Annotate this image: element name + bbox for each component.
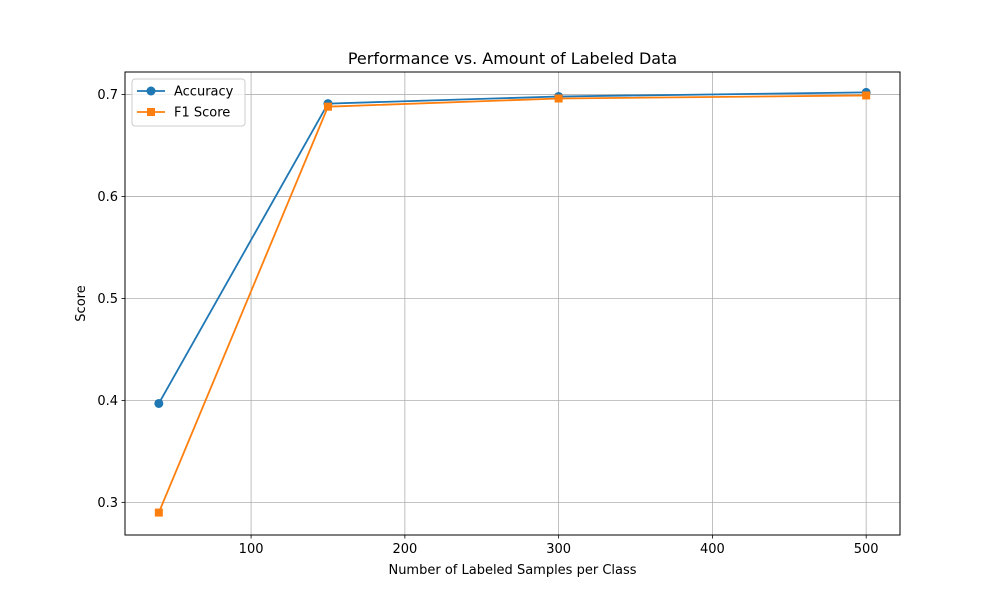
series-f1-score xyxy=(154,91,871,517)
plot-series xyxy=(154,87,871,517)
legend-f1-score-marker xyxy=(147,108,155,116)
y-tick-label: 0.5 xyxy=(97,292,118,307)
x-tick-label: 200 xyxy=(392,542,417,557)
y-tick-label: 0.3 xyxy=(97,496,118,511)
x-tick-label: 500 xyxy=(854,542,879,557)
y-axis-label: Score xyxy=(74,285,89,321)
f1-score-line xyxy=(157,94,867,513)
f1-score-point xyxy=(554,94,563,103)
legend-f1-score-label: F1 Score xyxy=(174,106,230,121)
accuracy-point xyxy=(154,398,164,408)
f1-score-point xyxy=(862,91,871,100)
legend-accuracy-label: Accuracy xyxy=(174,85,234,100)
x-tick-label: 300 xyxy=(546,542,571,557)
y-tick-label: 0.6 xyxy=(97,190,118,205)
accuracy-line xyxy=(158,91,867,404)
x-axis-label: Number of Labeled Samples per Class xyxy=(388,563,636,578)
legend: Accuracy F1 Score xyxy=(131,78,246,127)
x-tick-label: 100 xyxy=(239,542,264,557)
legend-accuracy-marker xyxy=(146,86,156,96)
y-tick-label: 0.7 xyxy=(97,88,118,103)
f1-score-point xyxy=(154,508,163,517)
x-tick-label: 400 xyxy=(700,542,725,557)
axis-ticks: 100 200 300 400 500 0.3 0.4 0.5 0.6 0.7 xyxy=(97,88,878,557)
plot-frame xyxy=(124,71,901,536)
y-tick-label: 0.4 xyxy=(97,394,118,409)
chart-title: Performance vs. Amount of Labeled Data xyxy=(348,49,677,68)
f1-score-point xyxy=(323,102,332,111)
